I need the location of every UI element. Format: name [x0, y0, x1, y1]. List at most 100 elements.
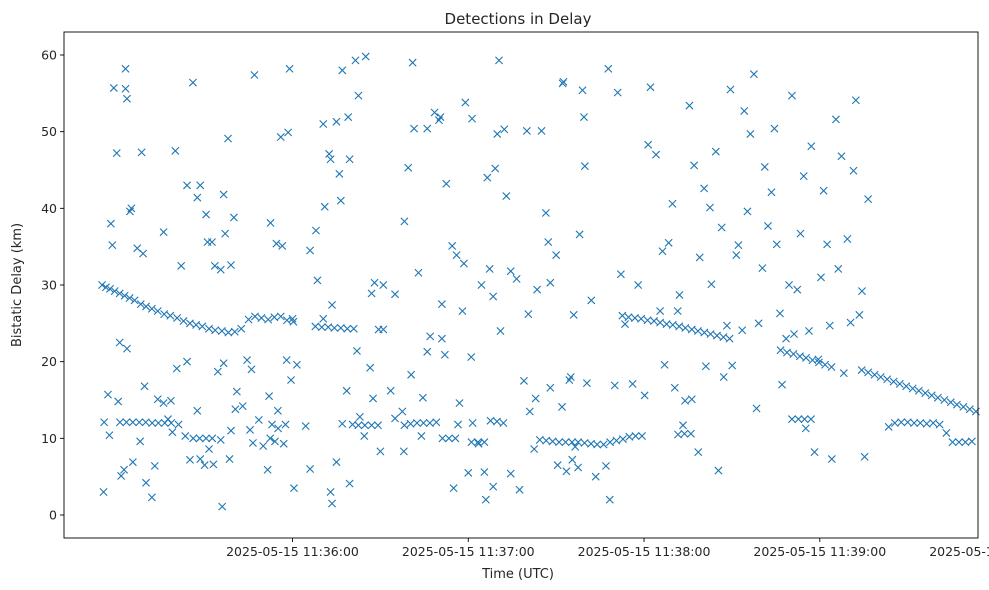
data-point-marker: [345, 479, 354, 488]
data-point-marker: [616, 270, 625, 279]
data-point-marker: [601, 461, 610, 470]
data-point-marker: [827, 363, 836, 372]
data-point-marker: [778, 380, 787, 389]
data-point-marker: [177, 261, 186, 270]
data-point-marker: [884, 422, 893, 431]
data-point-marker: [391, 414, 400, 423]
data-point-marker: [287, 376, 296, 385]
data-point-marker: [700, 328, 709, 337]
data-point-marker: [714, 466, 723, 475]
x-axis-label: Time (UTC): [481, 567, 554, 582]
y-tick-label: 0: [49, 508, 57, 523]
data-point-marker: [112, 149, 121, 158]
data-point-marker: [313, 276, 322, 285]
data-point-marker: [127, 204, 136, 213]
data-point-marker: [173, 313, 182, 322]
data-point-marker: [370, 278, 379, 287]
data-point-marker: [196, 181, 205, 190]
data-point-marker: [344, 113, 353, 122]
data-point-marker: [725, 334, 734, 343]
data-point-marker: [211, 326, 220, 335]
data-point-marker: [193, 406, 202, 415]
data-point-marker: [130, 296, 139, 305]
data-point-marker: [306, 246, 315, 255]
data-point-marker: [485, 264, 494, 273]
data-point-marker: [257, 313, 266, 322]
data-point-marker: [493, 129, 502, 138]
data-point-marker: [535, 435, 544, 444]
data-point-marker: [183, 181, 192, 190]
data-point-marker: [442, 179, 451, 188]
data-point-marker: [843, 235, 852, 243]
data-point-marker: [637, 432, 646, 441]
data-point-marker: [105, 431, 114, 440]
data-point-marker: [231, 405, 240, 414]
data-point-marker: [914, 386, 923, 395]
data-point-marker: [675, 322, 684, 331]
data-point-marker: [276, 133, 285, 142]
data-point-marker: [760, 162, 769, 171]
data-point-marker: [754, 319, 763, 328]
data-point-marker: [454, 420, 463, 429]
data-point-marker: [613, 88, 622, 97]
data-point-marker: [361, 52, 370, 61]
series-2: [616, 70, 873, 475]
data-point-marker: [153, 307, 162, 316]
data-point-marker: [782, 334, 791, 343]
data-point-marker: [417, 432, 426, 441]
data-point-marker: [857, 366, 866, 375]
data-point-marker: [120, 291, 129, 300]
data-point-marker: [933, 393, 942, 402]
data-point-marker: [159, 399, 168, 408]
data-point-marker: [959, 402, 968, 411]
data-point-marker: [414, 268, 423, 277]
data-point-marker: [935, 420, 944, 429]
data-point-marker: [531, 394, 540, 403]
data-point-marker: [656, 318, 665, 327]
data-point-marker: [278, 241, 287, 250]
data-point-marker: [921, 389, 930, 398]
data-point-marker: [694, 448, 703, 457]
data-point-marker: [519, 376, 528, 385]
data-point-marker: [398, 407, 407, 416]
data-point-marker: [618, 311, 627, 320]
data-point-marker: [566, 373, 575, 381]
x-tick-label: 2025-05-15 11:38:00: [578, 544, 711, 559]
data-point-marker: [512, 274, 521, 283]
data-point-marker: [495, 56, 504, 65]
data-point-marker: [680, 429, 689, 438]
data-point-marker: [425, 419, 434, 427]
data-point-marker: [292, 360, 301, 369]
data-point-marker: [168, 428, 177, 437]
data-point-marker: [263, 465, 272, 474]
data-point-marker: [474, 439, 483, 448]
data-point-marker: [115, 418, 124, 427]
data-point-marker: [122, 418, 131, 427]
data-point-marker: [268, 420, 276, 429]
data-point-marker: [244, 315, 253, 324]
data-point-marker: [265, 392, 274, 401]
data-point-marker: [524, 310, 533, 319]
data-point-marker: [916, 419, 925, 427]
data-point-marker: [491, 164, 500, 173]
data-point-marker: [821, 360, 830, 369]
data-point-marker: [525, 407, 534, 416]
data-point-marker: [561, 438, 570, 447]
data-point-marker: [140, 382, 149, 391]
data-point-marker: [332, 458, 341, 467]
data-point-marker: [707, 280, 716, 289]
data-point-marker: [668, 320, 677, 329]
data-point-marker: [354, 421, 363, 430]
data-point-marker: [264, 315, 273, 324]
data-point-marker: [188, 78, 197, 87]
data-point-marker: [772, 240, 781, 249]
data-point-marker: [251, 312, 259, 321]
data-point-marker: [336, 323, 345, 332]
data-point-marker: [311, 322, 320, 331]
data-point-marker: [109, 83, 118, 92]
data-point-marker: [332, 117, 341, 126]
data-point-marker: [404, 163, 413, 172]
y-tick-label: 60: [41, 48, 57, 63]
data-point-marker: [858, 287, 866, 296]
